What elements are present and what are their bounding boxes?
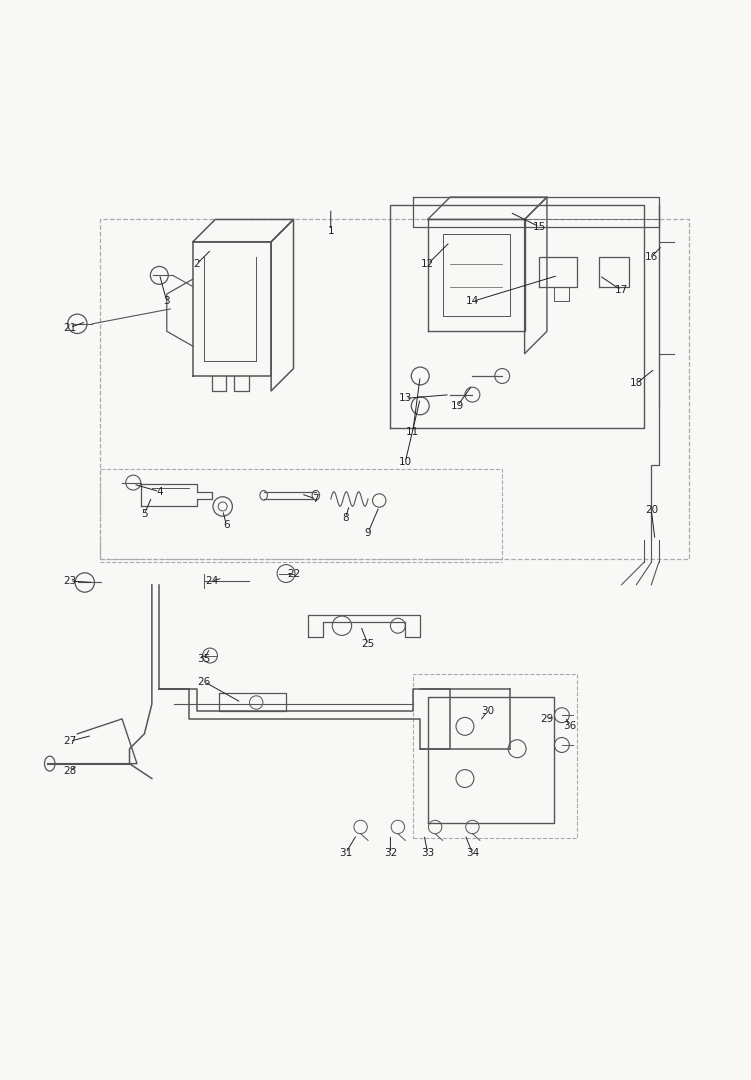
Text: 12: 12 xyxy=(421,259,434,269)
Text: 20: 20 xyxy=(645,505,658,515)
Text: 35: 35 xyxy=(198,654,211,664)
Text: 23: 23 xyxy=(63,576,77,586)
Text: 29: 29 xyxy=(540,714,553,724)
Text: 1: 1 xyxy=(327,226,334,235)
Text: 25: 25 xyxy=(361,639,375,649)
Text: 14: 14 xyxy=(466,296,479,307)
Text: 24: 24 xyxy=(205,576,218,586)
Text: 6: 6 xyxy=(223,521,230,530)
Bar xyxy=(100,219,689,558)
Text: 18: 18 xyxy=(630,378,643,389)
Text: 11: 11 xyxy=(406,427,419,437)
Text: 36: 36 xyxy=(562,721,576,731)
Bar xyxy=(100,469,502,558)
Text: 17: 17 xyxy=(615,285,628,295)
Text: 31: 31 xyxy=(339,848,352,859)
Text: 5: 5 xyxy=(141,509,148,518)
Text: 34: 34 xyxy=(466,848,479,859)
Text: 4: 4 xyxy=(156,487,163,497)
Text: 26: 26 xyxy=(198,677,211,687)
Text: 21: 21 xyxy=(63,323,77,333)
Text: 13: 13 xyxy=(399,393,412,403)
Text: 16: 16 xyxy=(644,252,658,261)
Text: 32: 32 xyxy=(384,848,397,859)
Text: 2: 2 xyxy=(193,259,200,269)
Bar xyxy=(413,674,577,838)
Text: 28: 28 xyxy=(63,766,77,777)
Text: 30: 30 xyxy=(481,706,494,716)
Text: 3: 3 xyxy=(164,296,170,307)
Text: 15: 15 xyxy=(533,221,546,232)
Text: 19: 19 xyxy=(451,401,464,410)
Text: 22: 22 xyxy=(287,568,300,579)
Text: 8: 8 xyxy=(342,513,349,523)
Text: 27: 27 xyxy=(63,737,77,746)
Text: 33: 33 xyxy=(421,848,434,859)
Text: 10: 10 xyxy=(399,457,412,467)
Text: 7: 7 xyxy=(312,494,319,504)
Text: 9: 9 xyxy=(365,527,371,538)
